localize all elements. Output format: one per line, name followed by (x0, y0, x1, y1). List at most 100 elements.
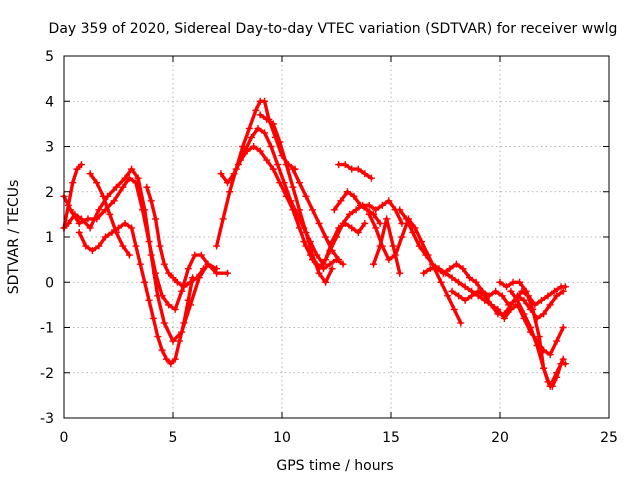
data-point (289, 183, 297, 191)
data-point (370, 260, 378, 268)
data-point (167, 360, 175, 368)
data-point (461, 283, 469, 291)
data-point (230, 170, 238, 178)
data-point (452, 260, 460, 268)
data-point (213, 269, 221, 277)
data-point (546, 351, 554, 359)
series-track-5 (86, 170, 133, 259)
series-line (258, 113, 334, 284)
data-point (409, 228, 417, 236)
series-track-19 (448, 287, 567, 359)
data-point (263, 156, 271, 164)
data-point (418, 238, 426, 246)
data-point (132, 242, 140, 250)
data-point (361, 219, 369, 227)
data-point (149, 314, 157, 322)
data-point (315, 219, 323, 227)
data-point (84, 215, 92, 223)
data-point (411, 224, 419, 232)
series-track-18 (420, 260, 569, 309)
data-point (546, 301, 554, 309)
data-point (385, 197, 393, 205)
x-tick-label: 25 (600, 430, 618, 446)
data-point (75, 219, 83, 227)
data-point (295, 179, 303, 187)
data-point (165, 269, 173, 277)
y-tick-label: -3 (40, 411, 54, 427)
data-point (352, 206, 360, 214)
data-point (544, 292, 552, 300)
data-point (507, 305, 515, 313)
chart-title: Day 359 of 2020, Sidereal Day-to-day VTE… (49, 21, 618, 37)
data-point (171, 305, 179, 313)
data-point (132, 179, 140, 187)
data-point (217, 170, 225, 178)
data-point (561, 360, 569, 368)
data-point (287, 197, 295, 205)
series-track-21 (507, 287, 567, 390)
data-point (143, 183, 151, 191)
data-point (241, 147, 249, 155)
data-point (335, 161, 343, 169)
data-point (213, 242, 221, 250)
data-point (492, 287, 500, 295)
y-axis-label: SDTVAR / TECUs (6, 180, 22, 295)
data-point (171, 355, 179, 363)
data-point (152, 215, 160, 223)
data-point (500, 314, 508, 322)
data-point (119, 242, 127, 250)
data-point (134, 174, 142, 182)
series-line (291, 167, 341, 262)
data-point (398, 219, 406, 227)
data-point (428, 260, 436, 268)
data-point (372, 206, 380, 214)
data-point (128, 224, 136, 232)
data-point (128, 165, 136, 173)
data-point (160, 260, 168, 268)
data-point (343, 188, 351, 196)
data-point (439, 269, 447, 277)
data-point (274, 161, 282, 169)
data-point (420, 269, 428, 277)
data-point (509, 278, 517, 286)
data-point (252, 106, 260, 114)
data-point (396, 206, 404, 214)
data-point (77, 161, 85, 169)
y-tick-label: 4 (45, 94, 54, 110)
series-track-6 (143, 183, 208, 291)
data-point (245, 124, 253, 132)
y-tick-label: -2 (40, 366, 54, 382)
data-point (503, 283, 511, 291)
data-point (169, 337, 177, 345)
data-point (64, 219, 72, 227)
data-point (147, 197, 155, 205)
data-point (169, 274, 177, 282)
data-point (95, 242, 103, 250)
data-point (333, 233, 340, 241)
data-point (450, 305, 458, 313)
data-point (106, 210, 114, 218)
data-point (156, 242, 164, 250)
data-point (330, 206, 338, 214)
data-point (145, 296, 153, 304)
data-point (348, 165, 356, 173)
data-point (145, 238, 153, 246)
data-point (444, 292, 452, 300)
data-point (533, 342, 541, 350)
data-point (82, 242, 90, 250)
data-point (119, 183, 127, 191)
data-point (346, 210, 354, 218)
data-point (367, 174, 375, 182)
data-point (559, 324, 567, 331)
data-point (158, 292, 166, 300)
y-tick-label: 0 (45, 275, 54, 291)
data-point (426, 265, 434, 273)
data-point (73, 165, 81, 173)
data-point (372, 224, 380, 232)
data-point (250, 143, 258, 150)
data-point (200, 265, 208, 273)
data-point (95, 206, 103, 214)
data-point (540, 310, 548, 318)
data-point (522, 287, 530, 295)
series-track-17 (396, 206, 567, 322)
